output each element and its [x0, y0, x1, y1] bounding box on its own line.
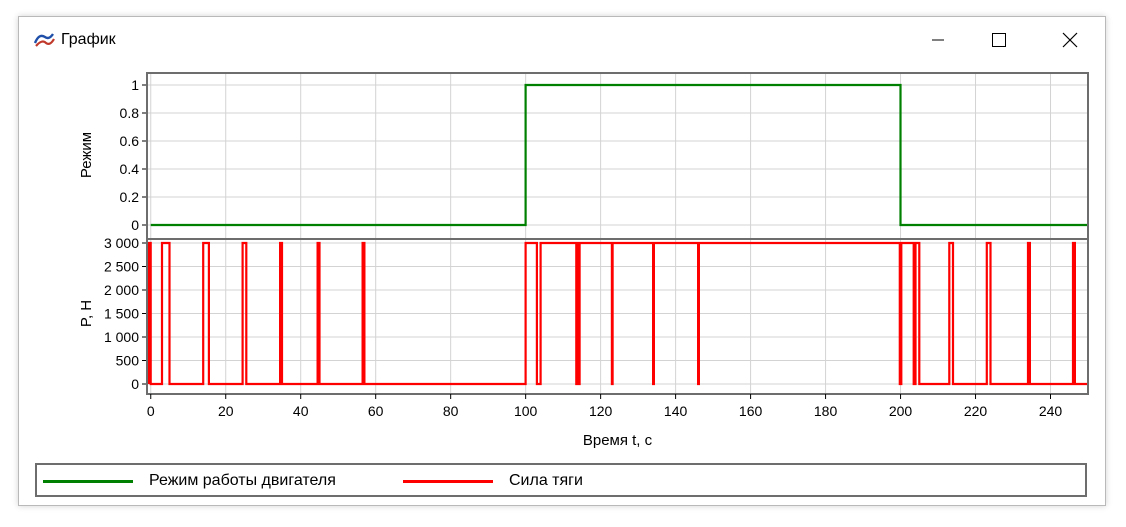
window-title: График: [61, 31, 116, 48]
x-tick-label: 100: [514, 403, 538, 419]
x-tick-label: 80: [443, 403, 459, 419]
app-icon: [33, 31, 55, 49]
plot-frame-bottom: [146, 238, 1089, 395]
maximize-button[interactable]: [976, 17, 1022, 63]
x-tick-label: 180: [814, 403, 838, 419]
series-line: [150, 83, 1088, 227]
x-tick-label: 140: [664, 403, 688, 419]
x-tick-label: 240: [1039, 403, 1063, 419]
y-tick-label: 2 000: [104, 282, 139, 298]
legend-swatch: [43, 480, 133, 483]
y-tick-label: 1 000: [104, 329, 139, 345]
y-axis-label: P, Н: [78, 300, 95, 327]
y-tick-label: 1: [131, 77, 139, 93]
x-tick-label: 200: [889, 403, 913, 419]
legend: Режим работы двигателя Сила тяги: [35, 463, 1087, 497]
y-tick-label: 0: [131, 217, 139, 233]
chart-window: График 0 0.2 0.4 0.6 0.8 1 Режим 0 500 1 000 1 500…: [18, 16, 1106, 506]
legend-label: Сила тяги: [509, 472, 583, 489]
x-tick-label: 0: [147, 403, 155, 419]
minimize-icon: [932, 39, 944, 41]
y-tick-label: 1 500: [104, 306, 139, 322]
y-axis-label: Режим: [78, 132, 95, 178]
x-tick-label: 160: [739, 403, 763, 419]
close-button[interactable]: [1047, 17, 1093, 63]
y-tick-label: 2 500: [104, 259, 139, 275]
y-tick-label: 3 000: [104, 235, 139, 251]
x-tick-label: 60: [368, 403, 384, 419]
y-tick-label: 500: [116, 353, 140, 369]
title-bar: График: [19, 17, 1105, 63]
maximize-icon: [992, 33, 1006, 47]
x-tick-label: 20: [218, 403, 234, 419]
y-tick-label: 0.4: [120, 161, 140, 177]
legend-swatch: [403, 480, 493, 483]
minimize-button[interactable]: [915, 17, 961, 63]
plot-frame-top: [146, 72, 1089, 240]
x-axis-label: Время t, с: [583, 432, 653, 449]
close-icon: [1062, 32, 1078, 48]
chart-area: 0 0.2 0.4 0.6 0.8 1 Режим 0 500 1 000 1 500 2 000 2 …: [78, 72, 1089, 449]
x-tick-label: 40: [293, 403, 309, 419]
x-tick-label: 220: [964, 403, 988, 419]
y-tick-label: 0.6: [120, 133, 140, 149]
legend-label: Режим работы двигателя: [149, 472, 336, 489]
x-tick-label: 120: [589, 403, 613, 419]
y-tick-label: 0.2: [120, 189, 140, 205]
y-tick-label: 0.8: [120, 105, 140, 121]
y-tick-label: 0: [131, 376, 139, 392]
series-line: [147, 241, 1088, 386]
